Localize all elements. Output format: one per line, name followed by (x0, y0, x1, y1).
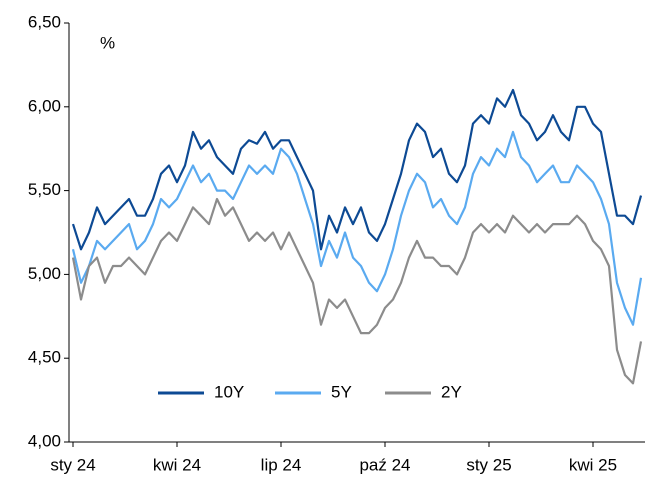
x-tick-label: lip 24 (261, 455, 302, 474)
y-tick-label: 5,00 (28, 264, 61, 283)
series-line (71, 130, 643, 326)
unit-label: % (100, 33, 115, 52)
legend-label: 2Y (441, 382, 462, 401)
legend-label: 5Y (331, 382, 352, 401)
y-tick-label: 6,00 (28, 96, 61, 115)
x-tick-label: sty 25 (466, 455, 511, 474)
x-tick-label: sty 24 (50, 455, 95, 474)
x-tick-label: paź 24 (359, 455, 410, 474)
y-tick-label: 6,50 (28, 12, 61, 31)
y-tick-label: 5,50 (28, 180, 61, 199)
legend-label: 10Y (214, 382, 244, 401)
x-tick-label: kwi 25 (569, 455, 617, 474)
y-tick-label: 4,00 (28, 431, 61, 450)
x-tick-label: kwi 24 (153, 455, 201, 474)
y-tick-label: 4,50 (28, 348, 61, 367)
series-line (71, 88, 643, 251)
series-line (71, 197, 643, 385)
